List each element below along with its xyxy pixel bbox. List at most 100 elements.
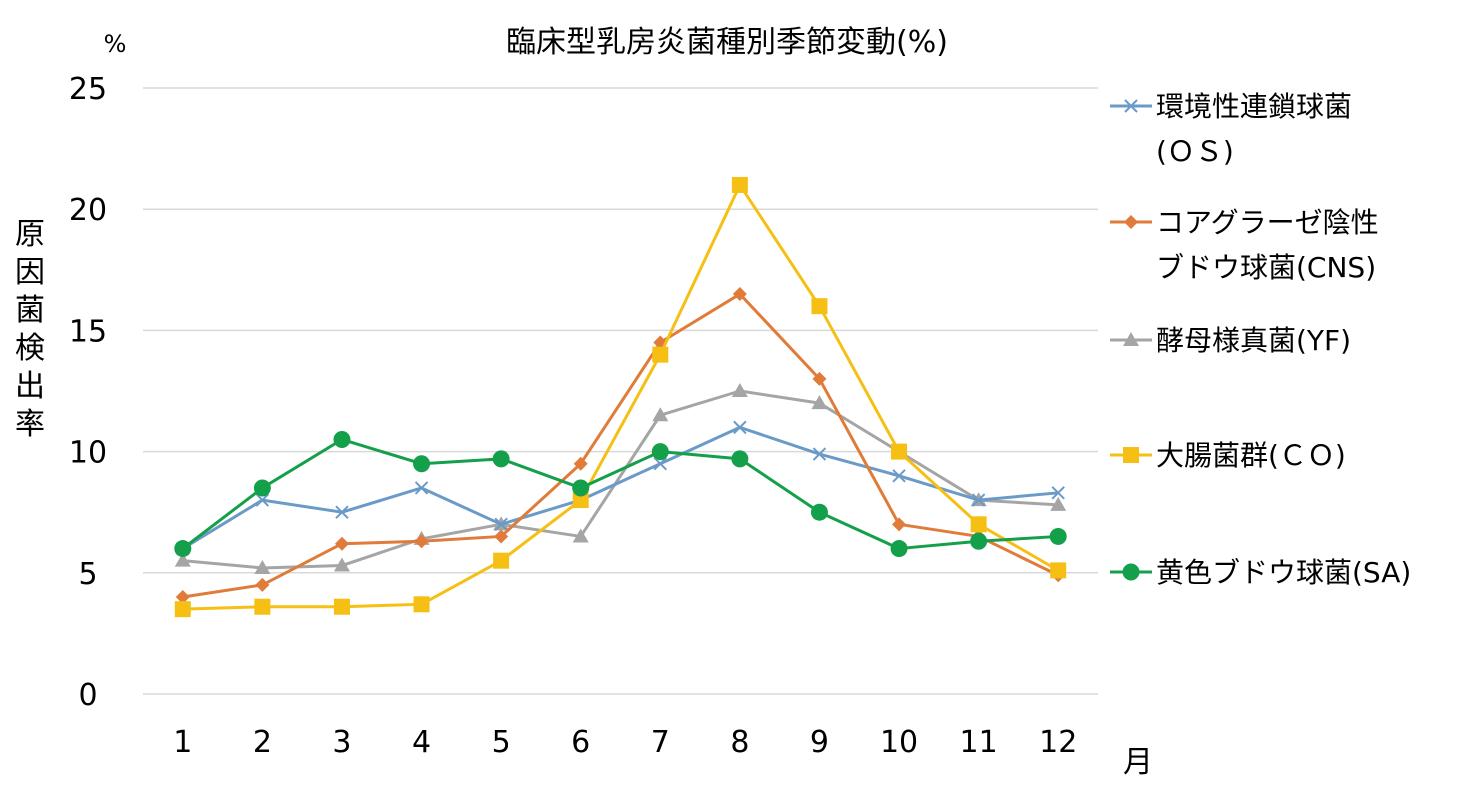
data-point	[892, 517, 907, 532]
data-point	[174, 552, 191, 567]
legend-entry: 環境性連鎖球菌 (ＯＳ)	[1110, 90, 1352, 168]
y-axis-label-char: 菌	[15, 293, 45, 328]
data-point	[334, 536, 349, 551]
data-point	[1051, 486, 1065, 500]
legend-label: ブドウ球菌(CNS)	[1156, 251, 1376, 284]
x-tick-label: 5	[492, 725, 511, 760]
data-point	[731, 383, 748, 397]
data-point	[890, 540, 908, 558]
y-unit-label: %	[104, 30, 127, 58]
y-tick-label: 10	[69, 436, 107, 471]
series-line	[182, 292, 1059, 599]
data-point	[333, 430, 351, 448]
series-layer	[174, 176, 1067, 618]
x-tick-label: 3	[332, 725, 351, 760]
x-tick-label: 7	[651, 725, 670, 760]
x-tick-label: 2	[253, 725, 272, 760]
legend-marker	[1124, 215, 1138, 229]
data-point	[255, 493, 270, 507]
x-tick-label: 9	[810, 725, 829, 760]
data-point	[812, 371, 827, 386]
data-point	[733, 420, 747, 435]
data-point	[255, 577, 270, 592]
legend-marker	[1124, 99, 1138, 113]
data-point	[1050, 496, 1067, 511]
y-tick-label: 15	[69, 314, 107, 349]
series-line	[182, 389, 1059, 570]
legend-entry: 大腸菌群(ＣＯ)	[1110, 439, 1346, 472]
data-point	[970, 532, 988, 550]
legend-label: 黄色ブドウ球菌(SA)	[1156, 556, 1411, 589]
legend-label: 大腸菌群(ＣＯ)	[1156, 439, 1346, 472]
data-point	[254, 598, 271, 615]
x-tick-label: 1	[173, 725, 192, 760]
legend-entry: 黄色ブドウ球菌(SA)	[1110, 556, 1411, 589]
y-axis-label-char: 検	[15, 331, 45, 366]
y-tick-label: 0	[78, 678, 97, 713]
data-point	[652, 346, 669, 363]
series-line	[182, 183, 1059, 611]
data-point	[970, 516, 987, 533]
data-point	[413, 455, 431, 473]
data-point	[174, 601, 191, 618]
x-tick-label: 4	[412, 725, 431, 760]
data-point	[494, 517, 508, 532]
data-point	[333, 557, 350, 572]
data-point	[731, 176, 748, 193]
y-tick-label: 5	[78, 557, 97, 592]
data-point	[891, 443, 908, 460]
data-point	[971, 493, 986, 507]
data-point	[494, 529, 509, 544]
data-point	[812, 447, 827, 461]
data-point	[414, 534, 429, 549]
data-point	[810, 503, 828, 521]
y-axis-label-char: 因	[15, 255, 45, 290]
series-3	[174, 176, 1067, 618]
legend-entry: 酵母様真菌(YF)	[1110, 324, 1351, 357]
data-point	[731, 450, 749, 468]
data-point	[572, 528, 589, 543]
data-point	[414, 481, 429, 495]
series-1	[175, 287, 1066, 605]
data-point	[1049, 527, 1067, 545]
y-axis-label-char: 原	[15, 217, 45, 252]
data-point	[175, 590, 190, 605]
data-point	[732, 287, 747, 302]
data-point	[492, 450, 510, 468]
legend-marker	[1122, 563, 1140, 581]
legend-marker	[1123, 332, 1139, 346]
data-point	[254, 559, 271, 574]
gridlines	[143, 87, 1098, 695]
x-axis-ticks: 1 2 3 4 5 6 7 8 9 10 11 12	[173, 725, 1077, 760]
legend-label: 酵母様真菌(YF)	[1156, 324, 1351, 357]
y-tick-label: 25	[69, 72, 107, 107]
y-tick-label: 20	[69, 193, 107, 228]
y-axis-ticks: 0 5 10 15 20 25	[69, 72, 107, 713]
x-tick-label: 12	[1039, 725, 1077, 760]
data-point	[811, 395, 828, 410]
x-tick-label: 10	[880, 725, 918, 760]
x-tick-label: 11	[960, 725, 998, 760]
data-point	[1050, 562, 1067, 579]
data-point	[572, 479, 590, 497]
series-line	[181, 437, 1059, 551]
chart-title: 臨床型乳房炎菌種別季節変動(%)	[506, 25, 948, 60]
data-point	[413, 596, 430, 613]
data-point	[493, 552, 510, 569]
legend-label: コアグラーゼ陰性	[1156, 206, 1379, 239]
data-point	[651, 443, 669, 461]
y-axis-label-char: 出	[15, 369, 45, 404]
data-point	[572, 492, 589, 509]
data-point	[333, 598, 350, 615]
legend-marker	[1123, 447, 1139, 463]
y-axis-label-char: 率	[15, 407, 45, 442]
legend-label: (ＯＳ)	[1156, 135, 1234, 168]
data-point	[174, 540, 192, 558]
series-line	[182, 425, 1059, 550]
x-tick-label: 8	[730, 725, 749, 760]
legend-label: 環境性連鎖球菌	[1156, 90, 1352, 123]
data-point	[573, 456, 588, 471]
data-point	[335, 505, 349, 519]
